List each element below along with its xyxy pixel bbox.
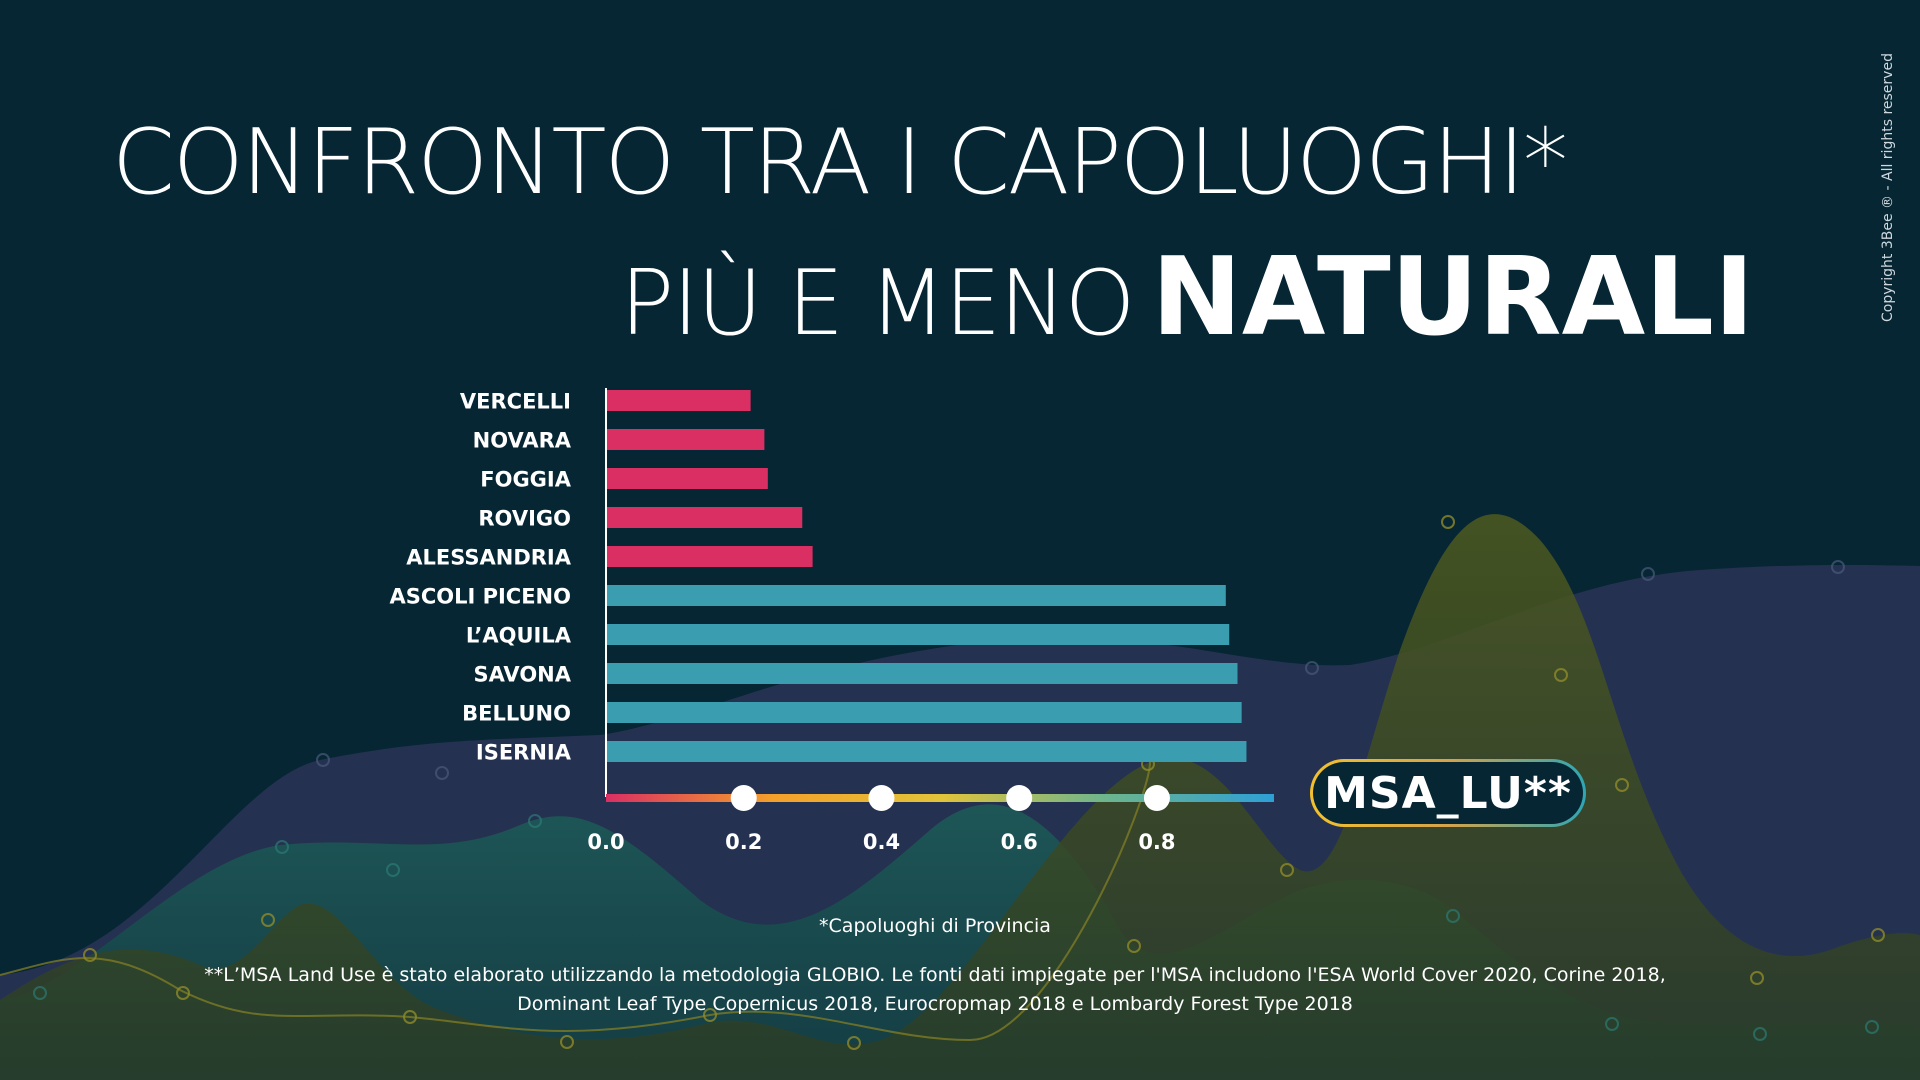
- title-light-part: PIÙ E MENO: [620, 251, 1135, 356]
- x-tick-label: 0.4: [863, 830, 900, 854]
- wave-line-olive: [0, 761, 1151, 1042]
- x-axis-marker: [1006, 785, 1033, 811]
- bar-isernia: [606, 741, 1247, 762]
- bars-layer: [606, 390, 1247, 762]
- footnote-msa-line-1: **L’MSA Land Use è stato elaborato utili…: [204, 964, 1666, 986]
- category-label: ALESSANDRIA: [406, 546, 572, 570]
- x-axis-tick-labels: 0.0 0.2 0.4 0.6 0.8: [587, 830, 1175, 854]
- title-line-2: PIÙ E MENO NATURALI: [620, 235, 1754, 360]
- category-labels: VERCELLI NOVARA FOGGIA ROVIGO ALESSANDRIA ASC…: [389, 390, 571, 765]
- bar-vercelli: [606, 390, 751, 411]
- footnote-msa: **L’MSA Land Use è stato elaborato utili…: [0, 961, 1870, 1019]
- footnote-msa-line-2: Dominant Leaf Type Copernicus 2018, Euro…: [517, 993, 1353, 1015]
- x-axis-marker: [1143, 785, 1170, 811]
- bar-savona: [606, 663, 1238, 684]
- category-label: NOVARA: [473, 429, 572, 453]
- category-label: FOGGIA: [480, 468, 571, 492]
- bar-rovigo: [606, 507, 803, 528]
- category-label: ROVIGO: [478, 507, 571, 531]
- x-tick-label: 0.2: [725, 830, 762, 854]
- category-label: SAVONA: [473, 663, 571, 687]
- bar-novara: [606, 429, 765, 450]
- metric-badge: MSA_LU**: [1310, 759, 1586, 827]
- x-tick-label: 0.6: [1001, 830, 1038, 854]
- x-axis-markers: [730, 785, 1170, 811]
- bar-ascoli-piceno: [606, 585, 1226, 606]
- bar-foggia: [606, 468, 768, 489]
- bar-alessandria: [606, 546, 813, 567]
- x-axis-marker: [730, 785, 757, 811]
- title-bold-part: NATURALI: [1151, 235, 1755, 360]
- bar-l-aquila: [606, 624, 1230, 645]
- wave-olive: [0, 514, 1920, 1080]
- x-axis-marker: [868, 785, 895, 811]
- category-label: VERCELLI: [460, 390, 571, 414]
- wave-markers-navy: [316, 560, 1845, 780]
- category-label: ASCOLI PICENO: [389, 585, 571, 609]
- wave-markers-teal: [33, 814, 1879, 1041]
- bar-belluno: [606, 702, 1242, 723]
- x-axis-gradient-bar: [606, 794, 1274, 802]
- category-label: BELLUNO: [462, 702, 571, 726]
- x-tick-label: 0.0: [587, 830, 624, 854]
- wave-markers: [83, 515, 1885, 1050]
- title-line-1: CONFRONTO TRA I CAPOLUOGHI*: [112, 110, 1568, 215]
- footnote-capoluoghi: *Capoluoghi di Provincia: [819, 915, 1051, 937]
- category-label: L’AQUILA: [466, 624, 572, 648]
- x-tick-label: 0.8: [1138, 830, 1175, 854]
- category-label: ISERNIA: [476, 741, 572, 765]
